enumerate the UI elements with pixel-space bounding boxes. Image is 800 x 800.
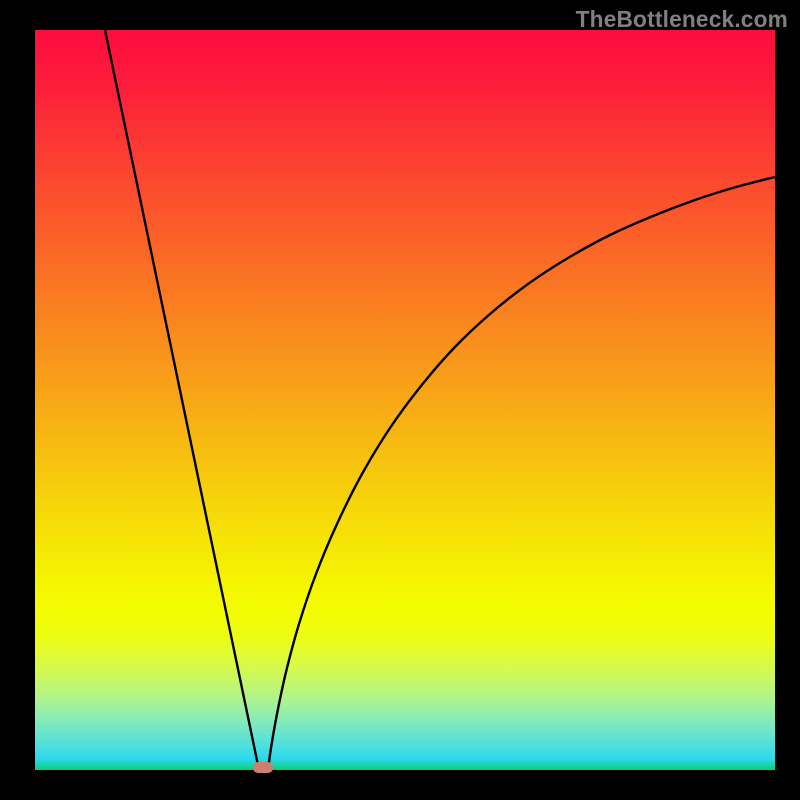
- plot-area: [35, 30, 775, 770]
- curve-right-branch: [268, 177, 775, 770]
- curve-svg: [35, 30, 775, 770]
- outer-frame: TheBottleneck.com: [0, 0, 800, 800]
- bottleneck-marker: [253, 762, 273, 773]
- watermark-text: TheBottleneck.com: [576, 6, 788, 33]
- curve-left-branch: [105, 30, 259, 770]
